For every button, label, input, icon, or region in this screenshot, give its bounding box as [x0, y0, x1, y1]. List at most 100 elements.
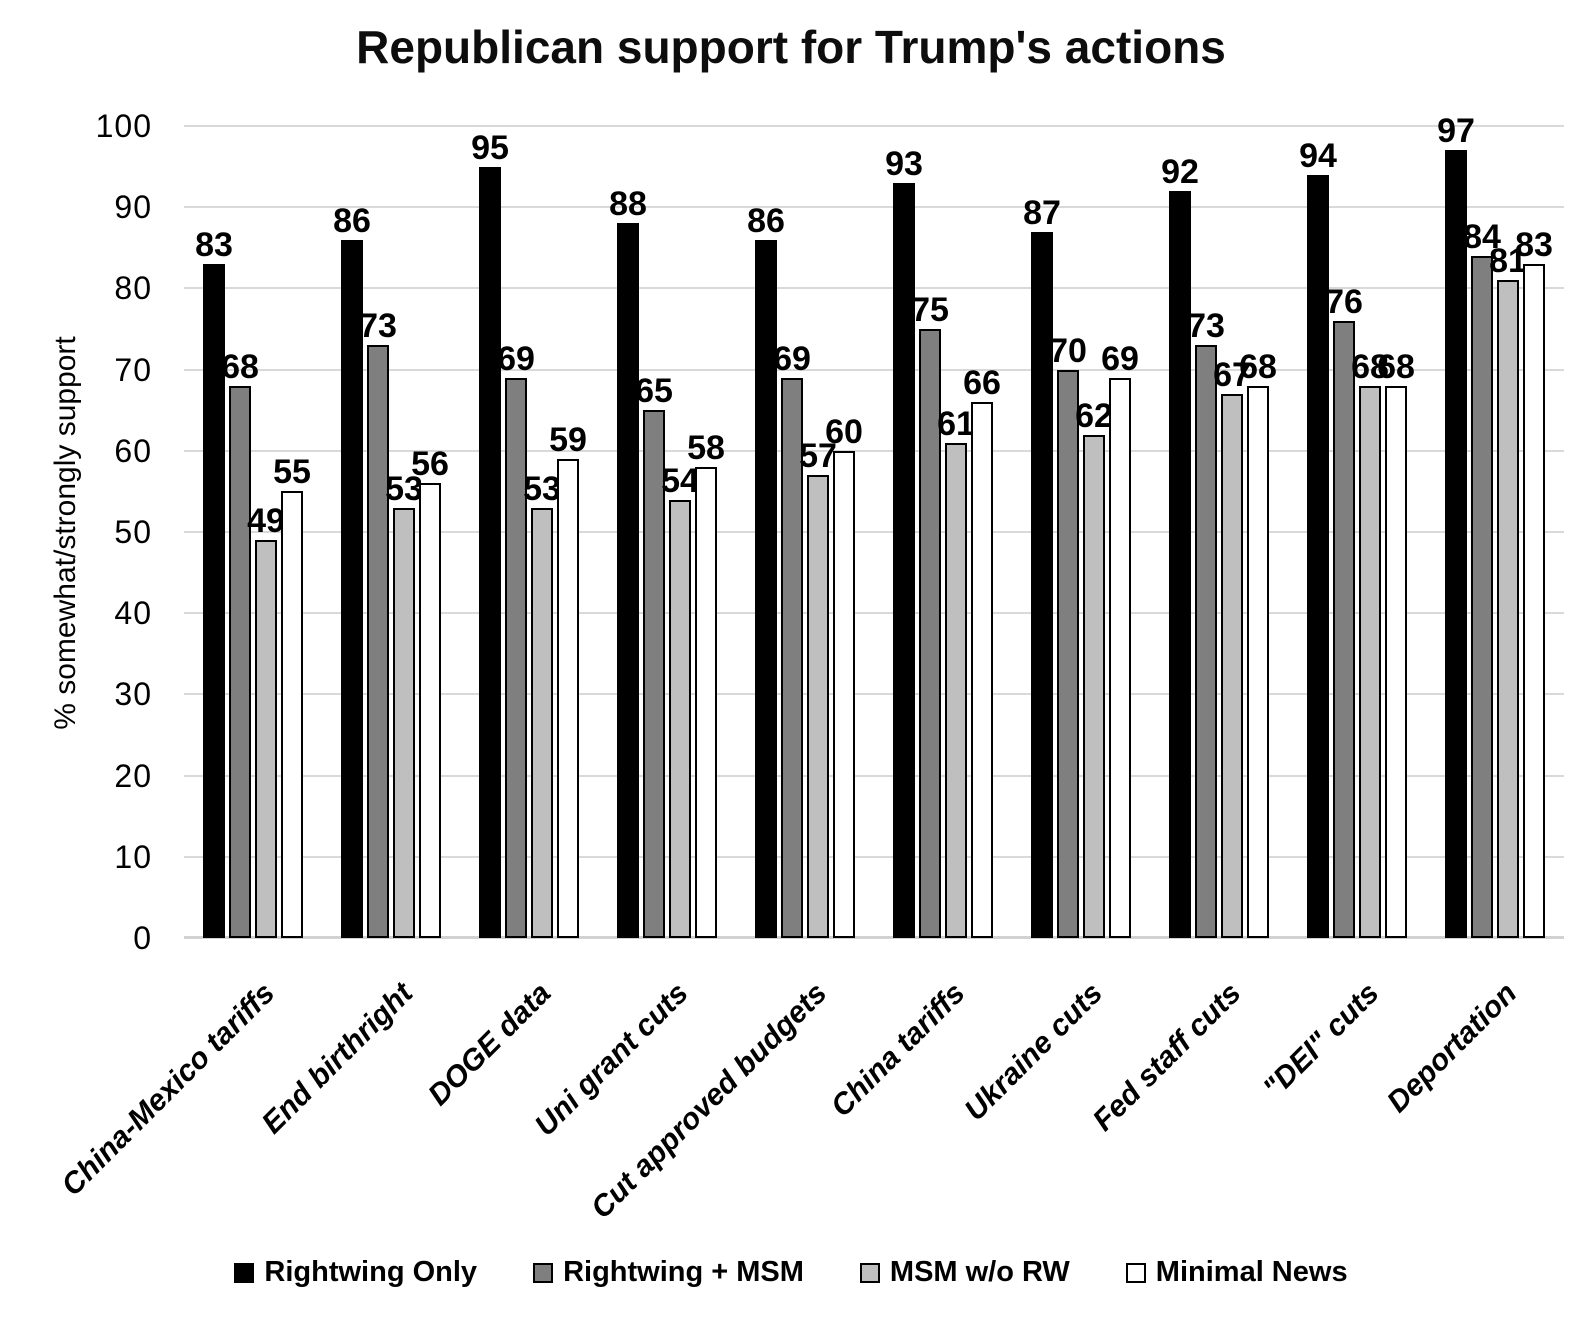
x-category-label-ukraine-cuts: Ukraine cuts: [958, 976, 1109, 1128]
bar-rightwing-msm-dei-cuts: 76: [1325, 285, 1363, 938]
y-tick-label-50: 50: [114, 514, 152, 550]
bar-rightwing-only-cut-approved-budgets: 86: [747, 204, 785, 938]
bar-slot: 49: [247, 126, 285, 938]
bar-rightwing-msm-uni-grant-cuts: 65: [635, 374, 673, 938]
bar-value-label: 69: [1101, 339, 1139, 378]
bar-group-china-tariffs: 93 75 61 66: [874, 126, 1012, 938]
bar-slot: 53: [385, 126, 423, 938]
bar-rightwing-only-dei-cuts: 94: [1299, 139, 1337, 938]
legend-label-msm-w-o-rw: MSM w/o RW: [889, 1256, 1070, 1288]
bar-value-label: 86: [333, 201, 371, 240]
bar-slot: 95: [471, 126, 509, 938]
bar-slot: 83: [195, 126, 233, 938]
bar-value-label: 54: [661, 461, 699, 500]
bar-slot: 73: [359, 126, 397, 938]
bar-slot: 68: [1351, 126, 1389, 938]
bar-value-label: 92: [1161, 152, 1199, 191]
bar-slot: 56: [411, 126, 449, 938]
bar-value-label: 68: [221, 347, 259, 386]
bar-value-label: 86: [747, 201, 785, 240]
bar-slot: 58: [687, 126, 725, 938]
x-axis-line: [184, 936, 1564, 939]
bar-msm-w-o-rw-end-birthright: 53: [385, 472, 423, 938]
bar-value-label: 57: [799, 437, 837, 476]
bar-slot: 69: [773, 126, 811, 938]
bar-slot: 73: [1187, 126, 1225, 938]
legend-swatch-rightwing-msm: [533, 1262, 554, 1283]
bar-slot: 69: [497, 126, 535, 938]
bar-slot: 59: [549, 126, 587, 938]
bar-slot: 60: [825, 126, 863, 938]
bar-value-label: 83: [195, 226, 233, 265]
bar-value-label: 56: [411, 445, 449, 484]
gridline-40: [184, 612, 1564, 615]
gridline-20: [184, 774, 1564, 777]
bar-value-label: 93: [885, 144, 923, 183]
bar-slot: 66: [963, 126, 1001, 938]
bar-value-label: 69: [773, 339, 811, 378]
x-category-label-china-mexico-tariffs: China-Mexico tariffs: [55, 976, 281, 1203]
bar-slot: 70: [1049, 126, 1087, 938]
bar-value-label: 62: [1075, 396, 1113, 435]
bar-rightwing-msm-china-tariffs: 75: [911, 293, 949, 938]
bar-msm-w-o-rw-deportation: 81: [1489, 244, 1527, 938]
bar-rightwing-only-uni-grant-cuts: 88: [609, 187, 647, 938]
bar-slot: 68: [1377, 126, 1415, 938]
bar-slot: 97: [1437, 114, 1475, 938]
bar-value-label: 88: [609, 185, 647, 224]
gridline-70: [184, 368, 1564, 371]
bar-rightwing-only-china-tariffs: 93: [885, 147, 923, 938]
bar-value-label: 87: [1023, 193, 1061, 232]
bar-minimal-news-dei-cuts: 68: [1377, 350, 1415, 938]
bar-value-label: 69: [497, 339, 535, 378]
bar-msm-w-o-rw-cut-approved-budgets: 57: [799, 439, 837, 938]
bar-rightwing-only-ukraine-cuts: 87: [1023, 196, 1061, 938]
bar-value-label: 75: [911, 291, 949, 329]
bar-group-cut-approved-budgets: 86 69 57 60: [736, 126, 874, 938]
bar-group-china-mexico-tariffs: 83 68 49 55: [184, 126, 322, 938]
gridline-10: [184, 855, 1564, 858]
bar-value-label: 70: [1049, 331, 1087, 370]
bar-rightwing-only-deportation: 97: [1437, 114, 1475, 938]
bar-group-fed-staff-cuts: 92 73 67 68: [1150, 126, 1288, 938]
y-tick-label-0: 0: [133, 920, 152, 956]
bar-rightwing-msm-fed-staff-cuts: 73: [1187, 309, 1225, 938]
gridline-50: [184, 531, 1564, 533]
bar-msm-w-o-rw-china-mexico-tariffs: 49: [247, 504, 285, 938]
bar-slot: 84: [1463, 126, 1501, 938]
bar-minimal-news-china-mexico-tariffs: 55: [273, 455, 311, 938]
bar-value-label: 97: [1437, 112, 1475, 151]
bar-group-deportation: 97 84 81 83: [1426, 114, 1564, 938]
bar-slot: 57: [799, 126, 837, 938]
gridline-30: [184, 693, 1564, 696]
bar-rightwing-only-china-mexico-tariffs: 83: [195, 228, 233, 938]
bar-slot: 87: [1023, 126, 1061, 938]
y-tick-label-60: 60: [114, 432, 152, 469]
legend-item-rightwing-msm: Rightwing + MSM: [533, 1258, 804, 1287]
bar-value-label: 66: [963, 364, 1001, 403]
bar-rightwing-msm-china-mexico-tariffs: 68: [221, 350, 259, 938]
y-axis-tick-labels: 0 10 20 30 40 50 60 70 80 90 100: [0, 110, 152, 954]
bar-minimal-news-ukraine-cuts: 69: [1101, 342, 1139, 938]
bar-slot: 61: [937, 126, 975, 938]
chart-title: Republican support for Trump's actions: [356, 21, 1226, 73]
bar-value-label: 83: [1515, 226, 1553, 265]
bar-slot: 69: [1101, 126, 1139, 938]
legend-swatch-rightwing-only: [234, 1262, 255, 1283]
bar-slot: 83: [1515, 126, 1553, 938]
bar-group-uni-grant-cuts: 88 65 54 58: [598, 126, 736, 938]
bar-slot: 81: [1489, 126, 1527, 938]
bar-slot: 53: [523, 126, 561, 938]
legend-label-minimal-news: Minimal News: [1155, 1256, 1348, 1288]
bar-value-label: 59: [549, 420, 587, 459]
bar-value-label: 68: [1377, 347, 1415, 386]
bar-value-label: 76: [1325, 282, 1363, 321]
y-tick-label-70: 70: [114, 351, 152, 388]
bar-slot: 75: [911, 126, 949, 938]
bar-rightwing-msm-doge-data: 69: [497, 342, 535, 938]
bar-slot: 94: [1299, 126, 1337, 938]
bar-rightwing-only-fed-staff-cuts: 92: [1161, 155, 1199, 938]
bar-slot: 54: [661, 126, 699, 938]
legend: Rightwing Only Rightwing + MSM MSM w/o RW M…: [0, 1258, 1582, 1287]
legend-label-rightwing-msm: Rightwing + MSM: [563, 1256, 804, 1288]
